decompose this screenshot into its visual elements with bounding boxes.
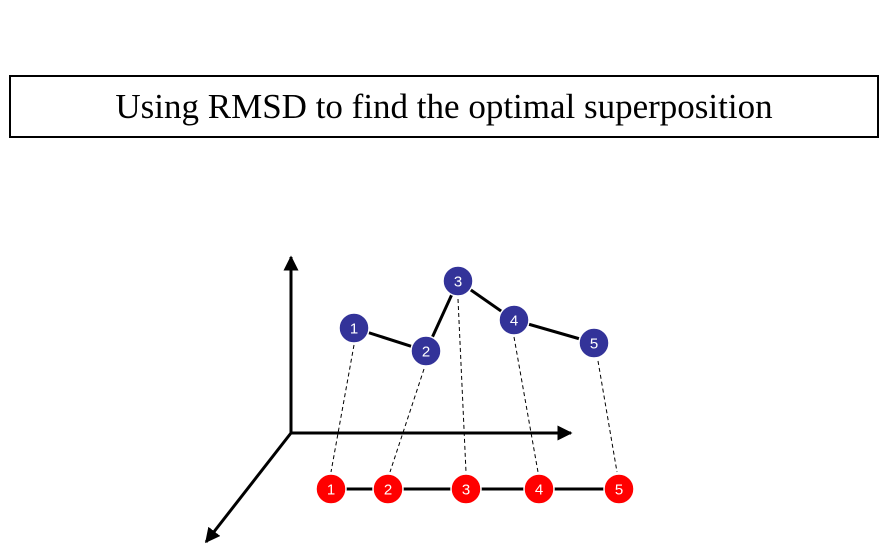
node-label: 5 [615, 482, 623, 499]
upper-structure: 1 2 3 4 5 [338, 265, 610, 367]
upper-node-5: 5 [578, 327, 610, 359]
node-label: 5 [590, 336, 598, 353]
node-label: 3 [462, 482, 470, 499]
projection-line [513, 336, 539, 473]
upper-node-1: 1 [338, 312, 370, 344]
projection-line [389, 368, 425, 473]
lower-node-5: 5 [603, 473, 635, 505]
upper-backbone [353, 278, 595, 353]
node-label: 2 [422, 344, 430, 361]
lower-node-2: 2 [372, 473, 404, 505]
node-label: 2 [384, 482, 392, 499]
projection-lines [330, 298, 618, 473]
lower-structure: 1 2 3 4 5 [315, 473, 635, 505]
node-label: 4 [510, 313, 518, 330]
upper-node-4: 4 [498, 304, 530, 336]
slide-title: Using RMSD to find the optimal superposi… [115, 86, 773, 126]
lower-node-3: 3 [450, 473, 482, 505]
upper-node-3: 3 [442, 265, 474, 297]
z-axis [204, 432, 293, 544]
node-label: 4 [535, 482, 543, 499]
lower-node-4: 4 [523, 473, 555, 505]
node-label: 1 [327, 482, 335, 499]
projection-line [330, 344, 355, 473]
upper-node-2: 2 [410, 335, 442, 367]
axes [204, 255, 573, 544]
node-label: 3 [454, 274, 462, 291]
projection-line [597, 360, 618, 473]
lower-node-1: 1 [315, 473, 347, 505]
projection-line [457, 298, 467, 473]
title-box: Using RMSD to find the optimal superposi… [9, 75, 879, 138]
node-label: 1 [350, 321, 358, 338]
